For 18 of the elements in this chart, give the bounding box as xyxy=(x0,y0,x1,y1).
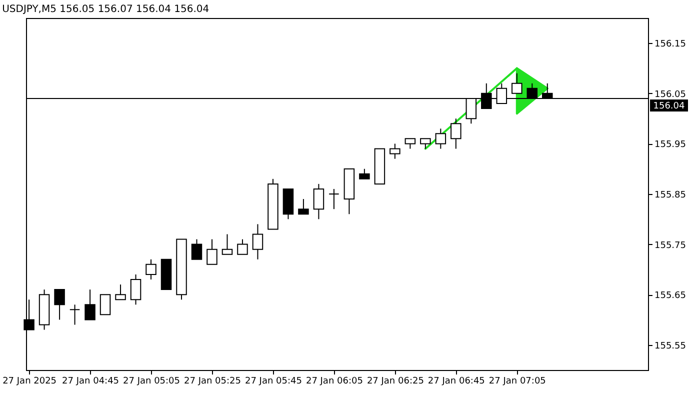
y-tick-label: 155.55 xyxy=(654,341,686,352)
x-tick-label: 27 Jan 06:25 xyxy=(366,376,424,386)
x-tick-label: 27 Jan 05:45 xyxy=(244,376,302,386)
chart-title: USDJPY,M5 156.05 156.07 156.04 156.04 xyxy=(2,4,210,15)
y-tick-label: 155.65 xyxy=(654,291,686,302)
y-tick-label: 155.95 xyxy=(654,140,686,150)
y-tick-label: 155.85 xyxy=(654,190,686,200)
x-tick-label: 27 Jan 06:45 xyxy=(428,376,485,386)
y-tick-label: 156.15 xyxy=(654,40,686,50)
x-tick-label: 27 Jan 05:05 xyxy=(123,376,180,386)
y-tick-label: 155.75 xyxy=(654,240,686,251)
y-tick-label: 156.05 xyxy=(654,90,686,100)
x-tick-label: 27 Jan 04:45 xyxy=(62,376,120,386)
x-tick-label: 27 Jan 2025 xyxy=(2,376,57,386)
ref-line-label: 156.04 xyxy=(653,101,686,112)
x-tick-label: 27 Jan 07:05 xyxy=(488,376,546,386)
x-tick-label: 27 Jan 06:05 xyxy=(306,376,363,386)
x-tick-label: 27 Jan 05:25 xyxy=(184,376,241,386)
